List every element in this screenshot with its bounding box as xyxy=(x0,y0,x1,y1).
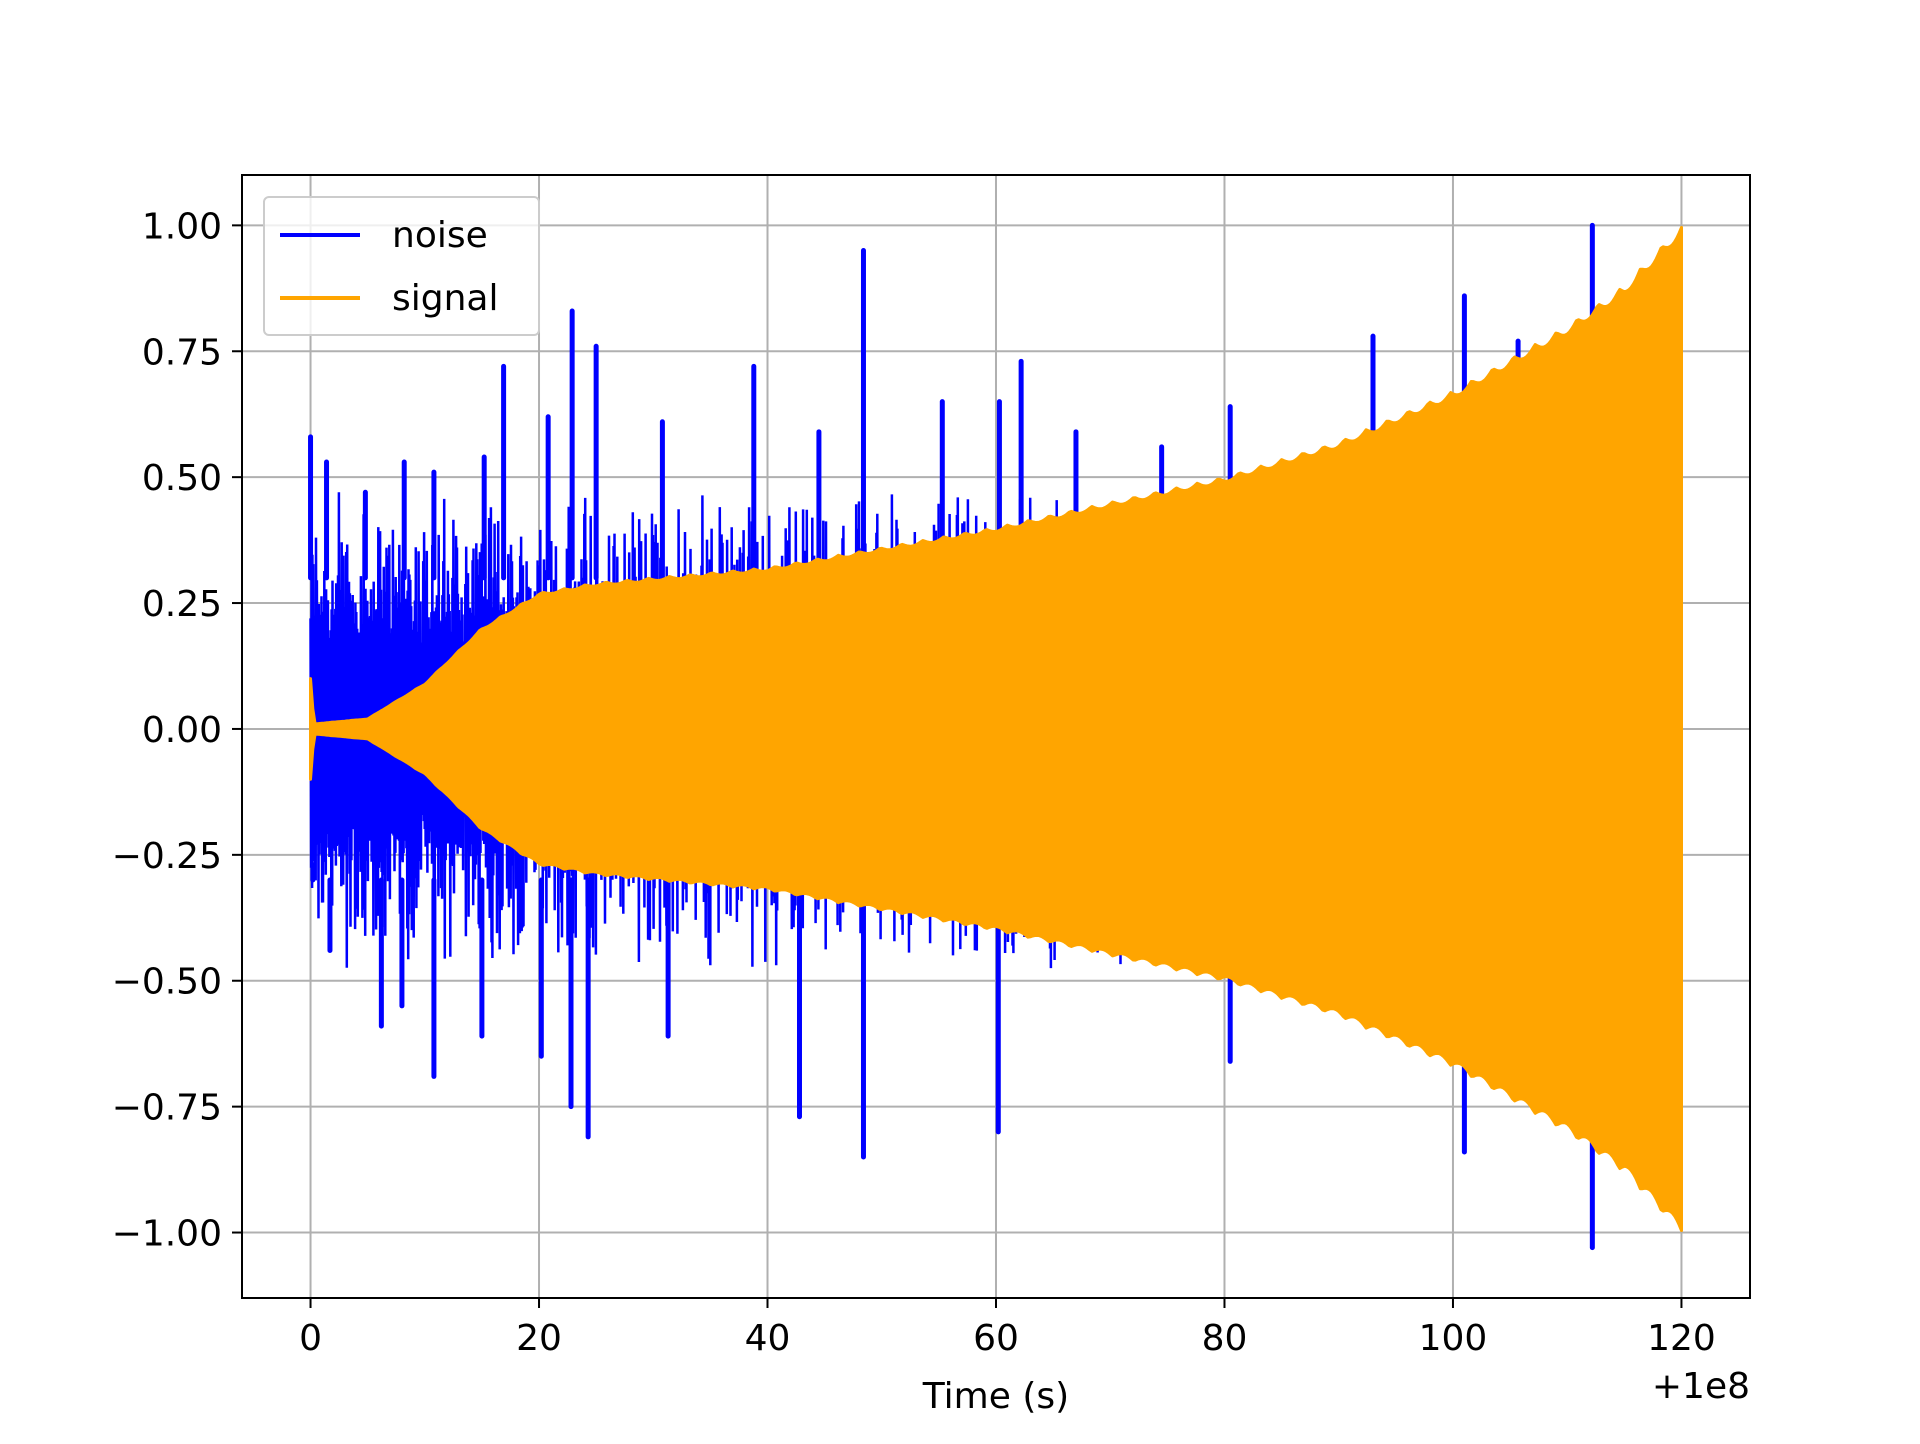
x-axis-offset-label: +1e8 xyxy=(1652,1366,1750,1407)
legend-label-signal: signal xyxy=(392,278,499,319)
x-tick-label: 100 xyxy=(1419,1318,1488,1359)
x-tick-label: 120 xyxy=(1647,1318,1716,1359)
x-axis-label: Time (s) xyxy=(922,1376,1069,1417)
x-tick-label: 80 xyxy=(1202,1318,1248,1359)
x-axis-ticks: 0 20 40 60 80 100 120 xyxy=(299,1298,1716,1359)
y-tick-label: −0.75 xyxy=(112,1088,222,1129)
x-tick-label: 0 xyxy=(299,1318,322,1359)
legend: noise signal xyxy=(263,196,540,336)
y-tick-label: 0.00 xyxy=(142,710,222,751)
y-tick-label: 0.50 xyxy=(142,458,222,499)
x-tick-label: 40 xyxy=(745,1318,791,1359)
y-tick-label: −1.00 xyxy=(112,1214,222,1255)
x-tick-label: 60 xyxy=(973,1318,1019,1359)
y-tick-label: 1.00 xyxy=(142,206,222,247)
x-tick-label: 20 xyxy=(516,1318,562,1359)
signal-series xyxy=(309,225,1683,1232)
legend-box xyxy=(263,196,540,336)
legend-label-noise: noise xyxy=(392,215,488,256)
y-axis-ticks: 1.00 0.75 0.50 0.25 0.00 −0.25 −0.50 −0.75 −1.00 xyxy=(112,206,242,1255)
y-tick-label: 0.25 xyxy=(142,584,222,625)
y-tick-label: −0.50 xyxy=(112,962,222,1003)
signal-line xyxy=(309,225,1683,1232)
y-tick-label: 0.75 xyxy=(142,332,222,373)
y-tick-label: −0.25 xyxy=(112,836,222,877)
